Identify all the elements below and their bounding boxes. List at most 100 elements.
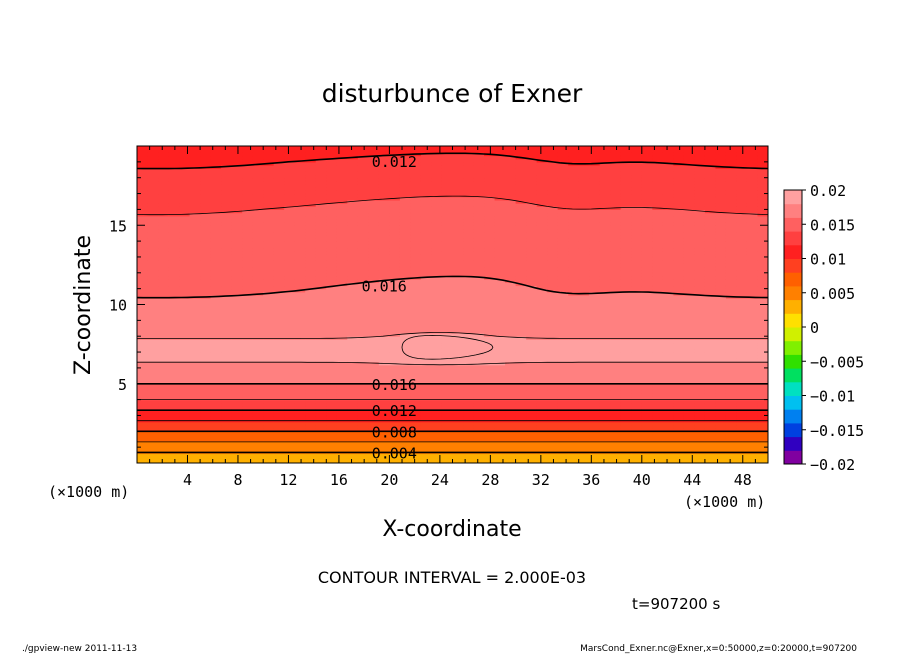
field-cell <box>494 310 506 315</box>
field-cell <box>210 171 222 176</box>
field-cell <box>620 184 632 188</box>
field-cell <box>494 272 506 277</box>
field-cell <box>441 310 454 315</box>
field-cell <box>168 180 180 185</box>
field-cell <box>305 393 317 398</box>
field-cell <box>326 390 338 394</box>
field-cell <box>463 282 475 287</box>
field-cell <box>357 317 369 321</box>
field-cell <box>231 383 243 388</box>
field-cell <box>631 447 643 451</box>
field-cell <box>578 279 590 283</box>
field-cell <box>368 358 380 363</box>
field-cell <box>273 434 285 439</box>
field-cell <box>336 244 348 249</box>
field-cell <box>284 314 296 318</box>
field-cell <box>515 241 527 245</box>
field-cell <box>189 459 201 463</box>
field-cell <box>463 187 475 191</box>
field-cell <box>210 428 222 432</box>
field-cell <box>347 256 359 261</box>
field-cell <box>263 345 275 350</box>
field-cell <box>494 285 506 290</box>
field-cell <box>599 304 611 309</box>
field-cell <box>599 209 611 214</box>
field-cell <box>273 272 285 277</box>
field-cell <box>494 294 506 299</box>
field-cell <box>158 174 170 179</box>
field-cell <box>315 371 327 375</box>
field-cell <box>652 437 664 442</box>
field-cell <box>473 272 485 277</box>
field-cell <box>315 424 327 429</box>
field-cell <box>231 184 243 188</box>
field-cell <box>484 291 496 296</box>
field-cell <box>294 428 306 432</box>
field-cell <box>263 152 275 157</box>
field-cell <box>547 212 559 217</box>
field-cell <box>305 168 317 172</box>
field-cell <box>431 272 443 277</box>
field-cell <box>589 146 601 150</box>
field-cell <box>378 342 390 347</box>
field-cell <box>273 209 285 214</box>
field-cell <box>242 345 254 350</box>
field-cell <box>410 234 422 239</box>
field-cell <box>410 184 422 188</box>
field-cell <box>284 374 296 379</box>
field-cell <box>557 212 569 217</box>
field-cell <box>158 310 170 315</box>
field-cell <box>210 282 222 287</box>
field-cell <box>378 203 390 207</box>
field-cell <box>294 168 306 172</box>
field-cell <box>179 288 191 293</box>
field-cell <box>210 209 222 214</box>
field-cell <box>610 253 622 258</box>
field-cell <box>652 396 664 401</box>
field-cell <box>336 307 348 312</box>
field-cell <box>515 396 527 401</box>
field-cell <box>599 415 611 420</box>
field-cell <box>557 456 569 461</box>
field-cell <box>252 260 264 264</box>
field-cell <box>620 291 632 296</box>
field-cell <box>431 459 443 463</box>
field-cell <box>305 294 317 299</box>
field-cell <box>431 428 443 432</box>
field-cell <box>200 222 212 226</box>
field-cell <box>273 437 285 442</box>
field-cell <box>610 301 622 306</box>
field-cell <box>631 177 643 182</box>
field-cell <box>357 402 369 407</box>
field-cell <box>189 209 201 214</box>
field-cell <box>463 288 475 293</box>
field-cell <box>221 225 233 230</box>
field-cell <box>221 291 233 296</box>
field-cell <box>652 263 664 268</box>
field-cell <box>536 165 548 169</box>
field-cell <box>620 282 632 287</box>
field-cell <box>221 282 233 287</box>
field-cell <box>168 390 180 394</box>
field-cell <box>336 371 348 375</box>
field-cell <box>578 199 590 204</box>
field-cell <box>536 364 548 369</box>
field-cell <box>252 285 264 290</box>
field-cell <box>357 250 369 255</box>
field-cell <box>484 310 496 315</box>
field-cell <box>399 215 412 220</box>
field-cell <box>484 196 496 201</box>
field-cell <box>147 241 159 245</box>
field-cell <box>652 203 664 207</box>
field-cell <box>620 288 632 293</box>
field-cell <box>494 187 506 191</box>
field-cell <box>589 317 601 321</box>
field-cell <box>473 412 485 417</box>
field-cell <box>137 443 149 448</box>
field-cell <box>547 304 559 309</box>
field-cell <box>242 396 254 401</box>
field-cell <box>431 146 443 150</box>
field-cell <box>631 348 643 353</box>
field-cell <box>463 358 475 363</box>
field-cell <box>557 165 569 169</box>
